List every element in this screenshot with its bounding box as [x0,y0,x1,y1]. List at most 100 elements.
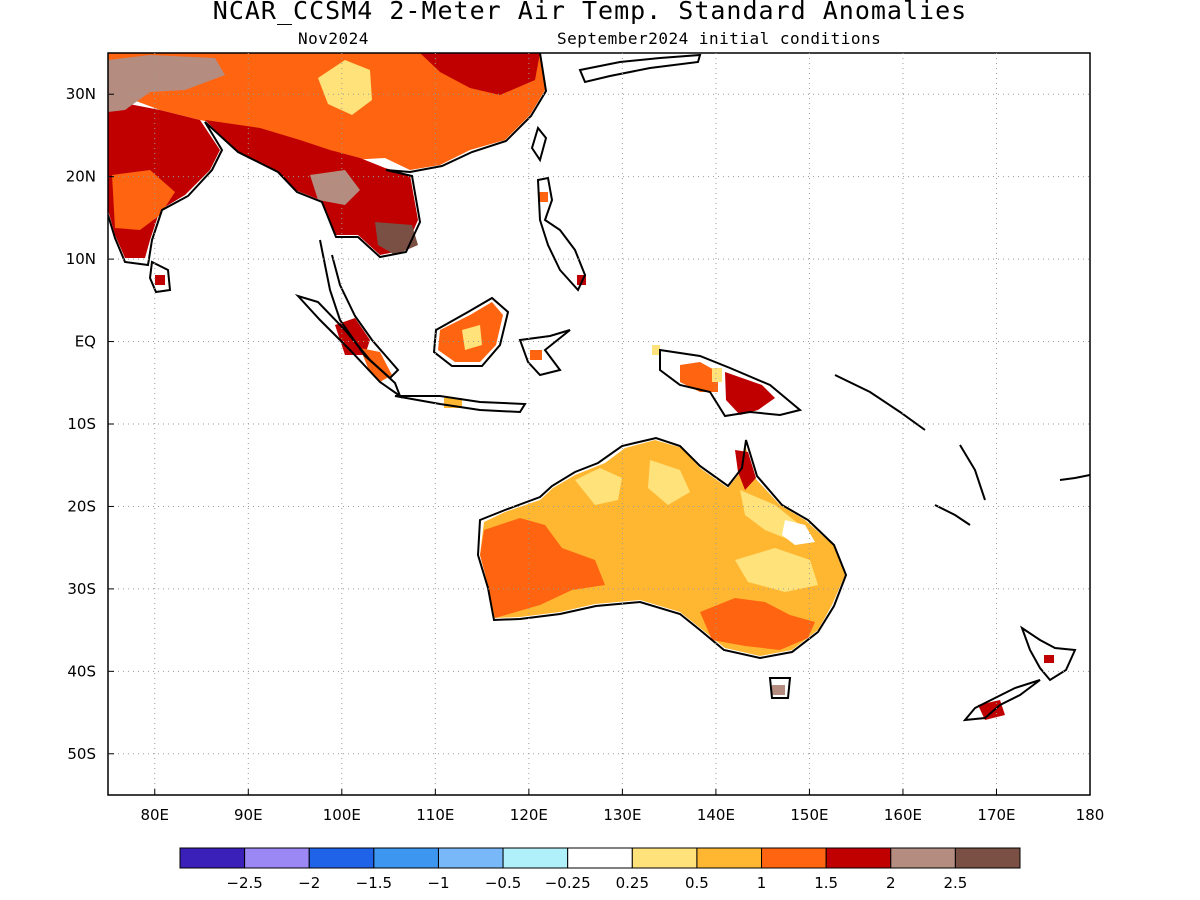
lat-tick-label: 10S [67,415,96,433]
coast-sumatra [294,293,403,399]
region-australia-pale-1 [575,468,622,505]
legend-swatch [890,847,956,869]
lon-tick-label: 160E [884,806,922,824]
region-tibet [108,55,225,112]
region-taiwan [538,192,548,202]
lat-tick-label: 50S [67,745,96,763]
legend-swatch [761,847,827,869]
legend-label: 0.5 [685,874,709,892]
region-new-zealand-south [978,700,1005,720]
color-legend [179,847,1021,869]
coast-malay-peninsula [319,239,400,380]
legend-swatch [825,847,892,869]
region-sulawesi [530,350,542,360]
legend-swatch [502,847,569,869]
lon-tick-label: 130E [603,806,641,824]
coast-sulawesi [518,329,571,377]
legend-label: −0.5 [485,874,521,892]
latitude-labels: 30N 20N 10N EQ 10S 20S 30S 40S 50S [66,85,96,763]
region-north-china-red [420,53,540,95]
legend-swatch [373,847,439,869]
legend-label: −1 [427,874,449,892]
legend-swatch [179,847,246,869]
coast-asia [108,53,548,267]
legend-swatch [954,847,1021,869]
coast-australia [476,436,848,660]
coast-new-caledonia [934,504,971,526]
legend-swatch [244,847,310,869]
coast-vanuatu [959,444,986,501]
coastlines [108,53,1090,722]
lat-tick-label: EQ [75,333,96,351]
legend-label: 0.25 [616,874,649,892]
legend-swatch [308,847,375,869]
lon-tick-label: 170E [977,806,1015,824]
lat-tick-label: 40S [67,662,96,680]
lat-tick-label: 20S [67,497,96,515]
coast-tasmania [768,677,792,699]
region-indochina-brown [310,170,360,205]
coast-philippines [536,176,587,292]
legend-label: −1.5 [356,874,392,892]
gridlines [108,53,1091,795]
region-southeast-australia [700,598,815,650]
coast-sri-lanka [148,260,172,294]
region-cape-york [735,450,756,490]
coast-borneo [432,296,510,367]
lon-tick-label: 90E [234,806,263,824]
region-borneo-pale [462,325,482,350]
lon-tick-label: 150E [790,806,828,824]
region-cambodia [375,222,418,255]
region-western-australia [480,518,605,618]
map-title: NCAR_CCSM4 2-Meter Air Temp. Standard An… [212,0,968,25]
region-china [108,53,545,170]
region-new-zealand-north [1044,655,1054,663]
legend-label: 2 [886,874,896,892]
legend-swatch [631,847,698,869]
lat-tick-label: 30S [67,580,96,598]
longitude-labels: 80E 90E 100E 110E 120E 130E 140E 150E 160E 170E 18… [140,806,1104,824]
legend-swatch [567,847,633,869]
region-sri-lanka [155,275,165,285]
anomaly-field [108,53,1054,720]
legend-label: −2.5 [226,874,262,892]
region-china-pale [318,60,372,115]
forecast-month: Nov2024 [298,29,369,48]
coast-fiji [1059,474,1090,481]
region-india-orange [112,170,175,230]
region-new-guinea-west [680,362,718,392]
coast-new-guinea [659,348,803,418]
coast-new-zealand-north [1020,625,1077,682]
lon-tick-label: 180 [1076,806,1105,824]
legend-label: 2.5 [943,874,967,892]
region-indochina [205,120,418,255]
region-australia-pale-2 [648,460,690,505]
initial-conditions-label: September2024 initial conditions [557,29,882,48]
coast-new-zealand-south [962,679,1041,722]
coast-japan [578,53,702,84]
region-australia-white [782,520,815,545]
lon-tick-label: 140E [697,806,735,824]
coast-taiwan [530,125,548,163]
region-new-guinea-east [725,372,775,415]
legend-label: −0.25 [545,874,591,892]
legend-label: −2 [298,874,320,892]
coast-solomon-islands [834,374,926,431]
lon-tick-label: 100E [323,806,361,824]
legend-swatch [696,847,763,869]
region-australia-pale-3 [735,548,818,592]
region-halmahera [652,345,660,355]
color-legend-labels: −2.5 −2 −1.5 −1 −0.5 −0.25 0.25 0.5 1 1.5 2 2.5 [226,874,967,892]
lon-tick-label: 120E [510,806,548,824]
coast-java [394,395,527,414]
lat-tick-label: 20N [66,168,96,186]
lat-tick-label: 10N [66,250,96,268]
legend-swatch [437,847,504,869]
legend-label: 1.5 [814,874,838,892]
lon-tick-label: 80E [140,806,169,824]
region-tasmania [772,685,785,695]
region-new-guinea-pale [712,368,722,382]
legend-label: 1 [757,874,767,892]
lon-tick-label: 110E [416,806,454,824]
